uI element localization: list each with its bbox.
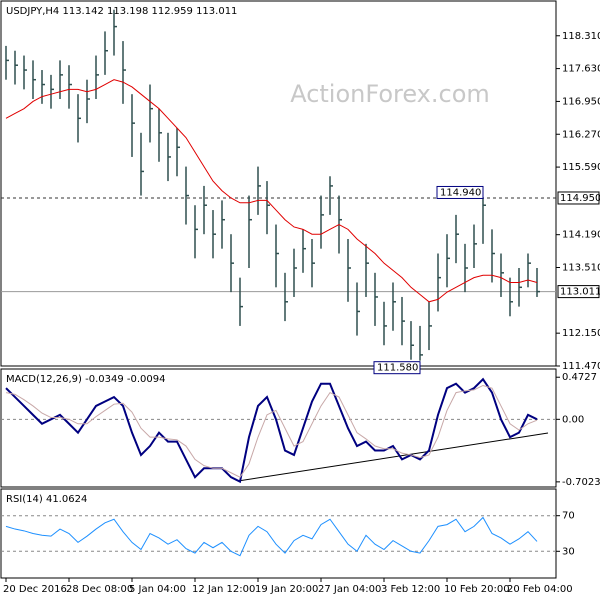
reference-label-box bbox=[557, 191, 600, 205]
y-tick-label: 111.470 bbox=[562, 361, 600, 372]
rsi-panel bbox=[0, 488, 557, 579]
reference-label: 113.011 bbox=[560, 287, 600, 298]
y-tick-label: 115.590 bbox=[562, 162, 600, 173]
x-tick-label: 5 Jan 04:00 bbox=[129, 584, 186, 595]
x-tick-label: 27 Jan 04:00 bbox=[318, 584, 381, 595]
annotation-box bbox=[436, 185, 484, 199]
y-tick-label: 0.4727 bbox=[562, 372, 597, 383]
y-tick-label: 30 bbox=[562, 546, 575, 557]
y-tick-label: 117.630 bbox=[562, 64, 600, 75]
watermark: ActionForex.com bbox=[290, 80, 490, 108]
x-tick-label: 3 Feb 12:00 bbox=[381, 584, 440, 595]
x-tick-label: 28 Dec 08:00 bbox=[66, 584, 133, 595]
y-tick-label: 116.270 bbox=[562, 129, 600, 140]
price-panel bbox=[0, 0, 557, 367]
panel-title: MACD(12,26,9) -0.0349 -0.0094 bbox=[6, 374, 166, 385]
y-tick-label: 113.510 bbox=[562, 263, 600, 274]
x-tick-label: 20 Feb 04:00 bbox=[507, 584, 573, 595]
x-tick-label: 10 Feb 20:00 bbox=[444, 584, 510, 595]
series-line bbox=[5, 384, 538, 478]
moving-average bbox=[5, 79, 538, 303]
y-tick-label: 114.190 bbox=[562, 230, 600, 241]
annotation-box bbox=[373, 361, 421, 375]
annotation: 114.940 bbox=[440, 187, 481, 198]
macd-panel bbox=[0, 368, 557, 488]
annotation: 111.580 bbox=[377, 363, 418, 374]
y-tick-label: 116.950 bbox=[562, 96, 600, 107]
y-tick-label: -0.7023 bbox=[562, 477, 600, 488]
reference-label: 114.950 bbox=[560, 193, 600, 204]
panel-title: RSI(14) 41.0624 bbox=[6, 494, 87, 505]
y-tick-label: 118.310 bbox=[562, 31, 600, 42]
series-line bbox=[5, 377, 538, 484]
x-tick-label: 20 Dec 2016 bbox=[3, 584, 67, 595]
reference-label-box bbox=[557, 285, 600, 299]
y-tick-label: 112.150 bbox=[562, 328, 600, 339]
trend-line bbox=[237, 432, 549, 482]
x-tick-label: 19 Jan 20:00 bbox=[255, 584, 318, 595]
y-tick-label: 70 bbox=[562, 511, 575, 522]
series-line bbox=[5, 516, 538, 557]
panel-title: USDJPY,H4 113.142 113.198 112.959 113.01… bbox=[6, 6, 237, 17]
x-tick-label: 12 Jan 12:00 bbox=[192, 584, 255, 595]
y-tick-label: 0.00 bbox=[562, 414, 584, 425]
